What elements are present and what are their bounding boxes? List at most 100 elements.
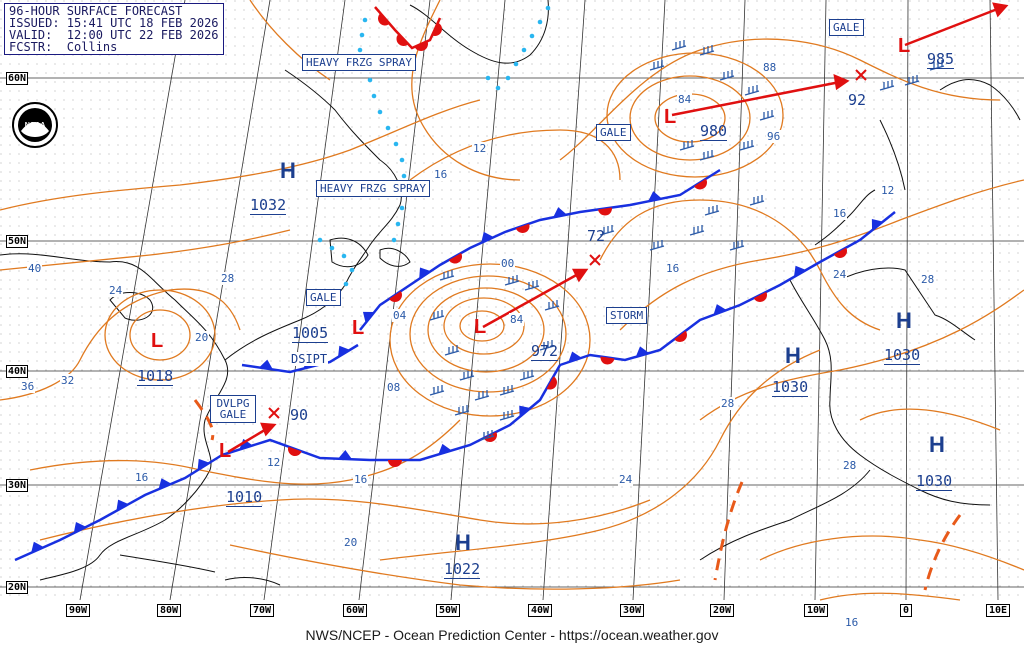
lon-label-50w: 50W	[436, 604, 461, 617]
high-center-symbol: H	[280, 158, 296, 183]
cold-front-symbol	[648, 191, 662, 202]
forecast-pressure: 72	[587, 227, 606, 245]
isobar-label: 20	[343, 536, 359, 549]
cold-front-symbol	[31, 541, 44, 553]
wind-barb	[704, 205, 720, 216]
gale-boundary	[193, 399, 962, 591]
wind-barb	[744, 85, 760, 96]
warm-front-symbol	[753, 291, 767, 302]
wind-barb	[599, 225, 615, 236]
warm-front-symbol	[833, 247, 847, 258]
warm-front-symbol	[694, 178, 707, 190]
cold-front-symbol	[481, 231, 494, 243]
wind-barb	[439, 270, 455, 281]
wind-barb	[444, 345, 460, 356]
isobar-label: 28	[220, 272, 236, 285]
isobar-label: 36	[20, 380, 36, 393]
warm-front-symbol	[288, 446, 302, 456]
wind-barb	[749, 195, 765, 206]
wind-barb	[649, 60, 665, 71]
wind-barb	[649, 240, 665, 251]
lon-label-10e: 10E	[986, 604, 1011, 617]
low-pressure-label: 972	[531, 342, 559, 361]
lon-label-90w: 90W	[66, 604, 91, 617]
wind-barb	[719, 70, 735, 81]
cold-front-symbol	[793, 265, 807, 277]
wind-barb	[499, 385, 515, 396]
cold-front-symbol	[239, 438, 253, 450]
isobar-label: 40	[27, 262, 43, 275]
isobar-label: 84	[677, 93, 693, 106]
high-pressure-label: 1030	[772, 378, 809, 397]
warning-box-gale: GALE	[596, 124, 631, 141]
wind-barb	[459, 370, 475, 381]
lat-label-30n: 30N	[6, 479, 29, 492]
forecast-header: 96-HOUR SURFACE FORECAST ISSUED: 15:41 U…	[4, 3, 224, 55]
low-center-symbol: L	[151, 330, 164, 352]
wind-barb	[739, 140, 755, 151]
warm-front-symbol	[378, 13, 390, 26]
svg-text:NOAA: NOAA	[25, 122, 46, 129]
isobar-label: 32	[60, 374, 76, 387]
lat-label-40n: 40N	[6, 365, 29, 378]
wind-barb	[429, 310, 445, 321]
high-pressure-label: 1022	[444, 560, 481, 579]
warning-box-developing-gale: DVLPG GALE	[210, 395, 256, 423]
high-pressure-label: 1030	[916, 472, 953, 491]
wind-barb	[929, 60, 945, 71]
high-pressure-label: 1032	[250, 196, 287, 215]
low-pressure-label: 1018	[137, 367, 174, 386]
isobar-label: 28	[720, 397, 736, 410]
wind-barb	[689, 225, 705, 236]
isobar-label: 24	[618, 473, 634, 486]
wind-barb	[429, 385, 445, 396]
noaa-logo: NOAA	[12, 102, 58, 148]
wind-barb	[729, 240, 745, 251]
isobar-label: 16	[665, 262, 681, 275]
forecast-pressure: 90	[290, 406, 309, 424]
warm-front-symbol	[432, 22, 442, 36]
ice-edge	[317, 5, 551, 287]
isobar-label: 16	[353, 473, 369, 486]
cold-front-symbol	[553, 207, 567, 218]
cold-front	[14, 453, 223, 562]
warm-front-symbol	[414, 41, 428, 51]
isobar-label: 12	[266, 456, 282, 469]
isobars	[0, 0, 1024, 601]
cold-front-symbol	[158, 478, 172, 490]
isobar-label: 84	[509, 313, 525, 326]
lat-label-50n: 50N	[6, 235, 29, 248]
warm-front-symbol	[674, 330, 687, 342]
isobar-label: 24	[832, 268, 848, 281]
wind-barb	[519, 370, 535, 381]
wind-barb	[454, 405, 470, 416]
warm-front-symbol	[448, 253, 462, 264]
wind-barb	[479, 430, 495, 441]
wind-barb	[699, 45, 715, 56]
warm-front-symbol	[598, 207, 612, 216]
isobar-label: 08	[386, 381, 402, 394]
header-issued: ISSUED: 15:41 UTC 18 FEB 2026	[9, 16, 219, 30]
cold-front-symbol	[259, 359, 273, 370]
isobar-label: 96	[766, 130, 782, 143]
lon-label-40w: 40W	[528, 604, 553, 617]
graticule	[0, 0, 1024, 601]
isobar-label: 00	[500, 257, 516, 270]
cold-front-symbol	[568, 351, 582, 363]
warm-front-symbol	[515, 223, 530, 234]
lon-label-70w: 70W	[250, 604, 275, 617]
warm-front-symbol	[388, 460, 402, 467]
cold-front-symbol	[73, 521, 87, 534]
low-center-symbol: L	[474, 316, 487, 338]
isobar-label: 12	[880, 184, 896, 197]
isobar-label: 12	[472, 142, 488, 155]
forecast-position-marks	[268, 69, 867, 419]
cold-front-symbol	[713, 304, 727, 315]
wind-barbs	[429, 40, 945, 441]
high-center-symbol: H	[785, 343, 801, 368]
lat-label-20n: 20N	[6, 581, 29, 594]
cold-front-symbol	[635, 346, 650, 357]
warning-box-storm: STORM	[606, 307, 648, 324]
lon-label-30w: 30W	[620, 604, 645, 617]
